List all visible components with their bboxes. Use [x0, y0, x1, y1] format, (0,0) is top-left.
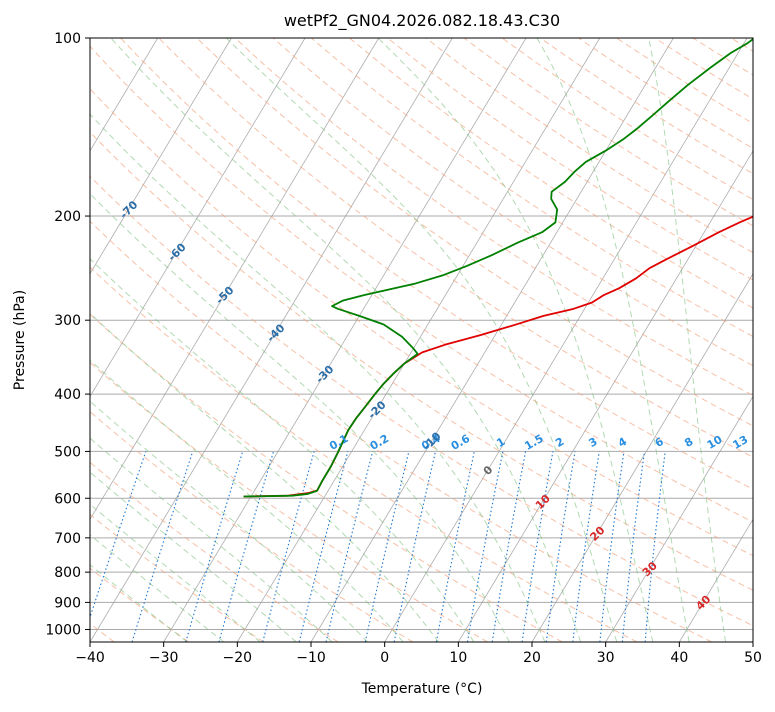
moist-adiabat-line: [648, 38, 727, 642]
mixing-ratio-line: [218, 451, 275, 642]
isotherm-line: [457, 150, 753, 642]
plot-frame: [89, 37, 754, 643]
y-tick-label: 400: [54, 387, 81, 403]
moist-adiabat-line: [90, 258, 475, 642]
x-axis-label: Temperature (°C): [361, 681, 483, 697]
mixing-ratio-line: [298, 451, 349, 642]
moist-adiabat-line: [90, 437, 333, 642]
isotherm-line: [531, 272, 753, 642]
moist-adiabat-line: [536, 38, 690, 642]
y-tick-label: 100: [54, 31, 81, 47]
moist-adiabat-line: [90, 400, 369, 642]
y-tick-label: 800: [54, 565, 81, 581]
dry-adiabat-line: [90, 513, 264, 642]
moist-adiabat-line: [377, 38, 654, 642]
mixing-ratio-line: [131, 451, 194, 642]
x-tick-label: 40: [670, 650, 688, 666]
dry-adiabat-line: [196, 38, 753, 427]
series-layer: [243, 38, 753, 498]
dry-adiabat-line: [90, 175, 753, 627]
mixing-ratio-line: [572, 451, 600, 642]
isotherm-line: [90, 38, 453, 642]
moist-adiabat-line: [90, 312, 439, 642]
dewpoint-profile-line: [243, 38, 753, 498]
y-tick-label: 600: [54, 491, 81, 507]
isotherm-line: [384, 38, 748, 642]
y-tick-label: 500: [54, 444, 81, 460]
y-tick-label: 300: [54, 313, 81, 329]
isotherm-line: [678, 518, 753, 642]
dry-adiabat-line: [90, 313, 563, 642]
mixing-ratio-line: [599, 451, 625, 642]
dry-adiabat-line: [90, 567, 190, 642]
x-tick-label: −20: [223, 650, 253, 666]
isotherm-line: [90, 38, 306, 398]
moist-adiabat-line: [110, 38, 582, 642]
mixing-ratio-line: [325, 451, 374, 642]
mixing-ratio-line: [545, 451, 576, 642]
dry-adiabat-line: [90, 361, 488, 642]
dry-adiabat-line: [90, 220, 712, 642]
grid-layer: [90, 38, 753, 642]
y-tick-label: 200: [54, 209, 81, 225]
x-tick-label: −30: [149, 650, 179, 666]
x-tick-label: −10: [296, 650, 326, 666]
mixing-ratio-line: [491, 451, 527, 642]
dry-adiabat-line: [349, 38, 753, 309]
isotherm-line: [90, 38, 159, 152]
y-tick-label: 1000: [45, 622, 81, 638]
isotherm-line: [236, 38, 601, 642]
dry-adiabat-line: [90, 266, 638, 642]
isotherm-line: [605, 395, 753, 642]
moist-adiabat-line: [90, 113, 546, 642]
y-tick-label: 700: [54, 531, 81, 547]
mixing-ratio-line: [621, 451, 646, 642]
x-tick-label: −40: [75, 650, 105, 666]
isotherm-line: [90, 38, 380, 520]
isotherm-line: [90, 38, 232, 275]
y-axis-label: Pressure (hPa): [12, 290, 28, 390]
y-tick-label: 900: [54, 595, 81, 611]
x-tick-label: 10: [449, 650, 467, 666]
mixing-ratio-line: [521, 451, 554, 642]
chart-title: wetPf2_GN04.2026.082.18.43.C30: [284, 11, 560, 31]
mixing-ratio-line: [364, 451, 410, 642]
dry-adiabat-line: [158, 38, 753, 458]
x-tick-label: 0: [380, 650, 389, 666]
moist-adiabat-line: [90, 471, 297, 642]
isotherm-line: [163, 38, 527, 642]
mixing-ratio-line: [644, 451, 666, 642]
axes-layer: −40 −30 −20 −10 0 10 20 30 40 50 1000 900 800 700 600 5…: [45, 31, 762, 666]
mixing-ratio-line: [185, 451, 244, 642]
dry-adiabat-line: [120, 38, 753, 490]
x-tick-label: 50: [744, 650, 762, 666]
dry-adiabat-line: [310, 38, 753, 338]
x-tick-label: 30: [597, 650, 615, 666]
isotherm-line: [310, 38, 674, 642]
x-tick-label: 20: [523, 650, 541, 666]
moist-adiabat-line: [90, 359, 404, 642]
